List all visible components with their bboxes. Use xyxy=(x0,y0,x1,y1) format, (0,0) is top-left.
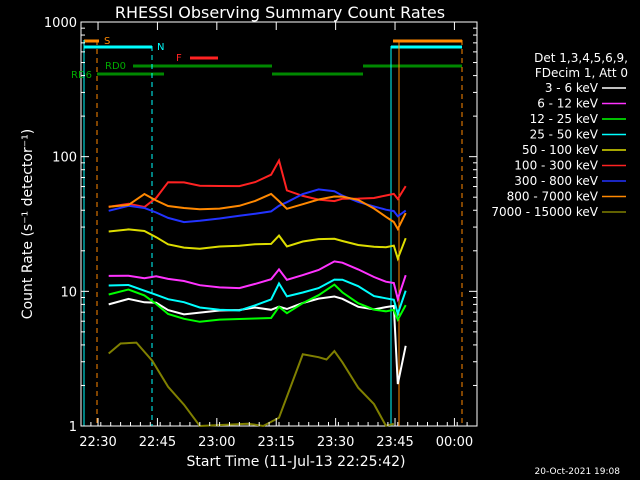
x-tick-label: 23:00 xyxy=(198,435,235,450)
timestamp: 20-Oct-2021 19:08 xyxy=(535,467,621,477)
y-axis-label: Count Rate (s⁻¹ detector⁻¹) xyxy=(20,129,36,319)
x-tick-label: 22:30 xyxy=(79,435,116,450)
series-line xyxy=(108,341,395,428)
series-line xyxy=(108,260,407,303)
x-tick-label: 00:00 xyxy=(436,435,473,450)
marker-s-label: S xyxy=(104,36,110,47)
legend-header-1: Det 1,3,4,5,6,9, xyxy=(534,51,628,65)
y-tick-label: 100 xyxy=(52,151,77,166)
x-tick-label: 23:45 xyxy=(376,435,413,450)
y-tick-label: 1 xyxy=(69,420,77,435)
y-tick-label: 1000 xyxy=(44,16,77,31)
plot-frame xyxy=(80,21,478,427)
x-tick-label: 22:45 xyxy=(139,435,176,450)
marker-n-label: N xyxy=(157,42,164,53)
legend-label: 50 - 100 keV xyxy=(522,143,599,157)
series-line xyxy=(108,295,407,385)
series-line xyxy=(108,283,407,323)
legend-label: 800 - 7000 keV xyxy=(507,190,599,204)
chart-title: RHESSI Observing Summary Count Rates xyxy=(115,3,445,22)
series-layer xyxy=(108,157,407,428)
legend-label: 12 - 25 keV xyxy=(530,112,599,126)
series-line xyxy=(108,192,407,232)
series-line xyxy=(108,157,407,209)
legend-label: 3 - 6 keV xyxy=(545,81,599,95)
ticks-layer: 1 10 100 1000 22:30 22:45 23:00 23:15 23:30 23:45… xyxy=(44,16,478,450)
y-tick-label: 10 xyxy=(60,285,77,300)
legend-label: 7000 - 15000 keV xyxy=(491,205,598,219)
legend-label: 100 - 300 keV xyxy=(514,159,598,173)
series-line xyxy=(108,278,407,318)
marker-f-label: F xyxy=(176,53,182,64)
x-axis-label: Start Time (11-Jul-13 22:25:42) xyxy=(186,454,405,470)
legend-header-2: FDecim 1, Att 0 xyxy=(535,66,628,80)
series-line xyxy=(108,188,407,224)
series-line xyxy=(108,228,407,262)
marker-rd0-label: RD0 xyxy=(105,61,126,72)
x-tick-label: 23:15 xyxy=(257,435,294,450)
legend-label: 300 - 800 keV xyxy=(514,174,598,188)
legend-label: 25 - 50 keV xyxy=(530,128,599,142)
x-tick-label: 23:30 xyxy=(317,435,354,450)
legend-label: 6 - 12 keV xyxy=(537,97,599,111)
